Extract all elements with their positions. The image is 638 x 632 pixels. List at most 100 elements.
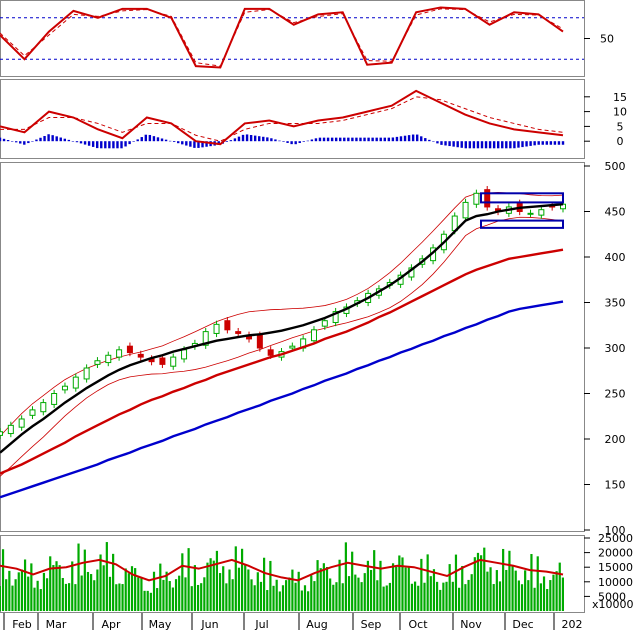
moving-average-line-2 [0,300,564,499]
macd-histogram-bar-14 [55,136,58,142]
price-tick-label-0: 500 [605,160,626,173]
volume-bar-106 [332,584,335,611]
volume-bar-16 [49,556,52,611]
volume-bar-68 [212,560,215,611]
x-tick-label-11: 202 [562,618,583,631]
macd-histogram-bar-10 [39,137,42,142]
resistance-box [480,192,564,204]
volume-bar-155 [486,571,489,611]
volume-bar-114 [357,577,360,611]
macd-histogram-bar-26 [104,141,107,149]
volume-bar-9 [27,576,30,611]
macd-histogram-bar-110 [444,141,447,146]
price-tick-label-3: 350 [605,297,626,310]
macd-histogram-bar-122 [492,141,496,149]
macd-histogram-bar-67 [270,138,273,142]
x-tick-label-4: Jun [200,618,218,631]
macd-histogram-bar-105 [424,138,427,142]
macd-histogram-bar-76 [306,140,310,142]
volume-bar-52 [162,579,165,611]
volume-bar-6 [17,572,20,611]
volume-bar-128 [401,557,404,611]
volume-bar-4 [11,585,14,611]
volume-bar-37 [115,584,118,611]
volume-bar-174 [546,589,549,611]
macd-histogram-bar-17 [67,139,71,142]
macd-histogram-bar-114 [460,141,463,148]
macd-histogram-bar-119 [480,141,484,149]
candle-body-10 [105,354,112,364]
volume-bar-126 [395,566,398,611]
volume-bar-26 [80,575,83,611]
volume-bar-159 [498,581,502,611]
volume-bar-72 [225,583,228,611]
volume-bar-112 [351,551,354,611]
macd-histogram-bar-69 [278,140,281,142]
volume-bar-153 [480,555,483,611]
volume-bar-53 [165,571,168,611]
volume-bar-81 [253,585,256,611]
candle-body-4 [40,402,47,413]
volume-bar-65 [203,577,206,611]
volume-bar-137 [429,576,432,611]
x-tick-label-2: Apr [101,618,121,631]
macd-histogram-bar-74 [298,141,301,144]
volume-bar-141 [442,582,445,611]
volume-bar-84 [263,557,266,611]
candle-body-9 [94,360,101,365]
x-tick-label-1: Mar [46,618,67,631]
volume-bar-24 [74,584,77,611]
volume-bar-164 [514,570,517,611]
candle-body-17 [181,349,188,360]
volume-bar-1 [1,549,5,611]
volume-bar-86 [269,560,272,611]
volume-bar-170 [533,587,536,611]
volume-bar-158 [495,570,498,611]
volume-bar-148 [464,584,467,611]
candle-body-12 [126,345,133,354]
volume-bar-129 [404,567,407,611]
volume-bar-50 [156,588,159,611]
volume-tick-label-3: 10000 [598,576,633,589]
macd-histogram-bar-44 [177,141,180,144]
candle-body-11 [116,349,123,358]
macd-histogram-bar-73 [294,141,297,145]
candle-body-30 [321,320,328,327]
price-tick-label-8: 100 [605,524,626,537]
macd-histogram-bar-37 [148,134,152,142]
macd-histogram-bar-32 [128,141,131,145]
volume-bar-134 [420,558,423,611]
macd-tick-label-2: 5 [617,120,624,133]
candle-body-5 [51,393,58,405]
volume-bar-176 [552,574,555,611]
candle-body-20 [213,323,220,334]
macd-histogram-bar-34 [136,139,139,142]
macd-histogram-bar-42 [168,140,172,142]
volume-bar-89 [278,591,281,611]
macd-histogram-bar-27 [108,141,111,149]
candle-body-16 [170,356,177,367]
bollinger-lower-band [0,216,564,477]
macd-histogram-bar-2 [6,139,10,142]
macd-histogram-bar-131 [529,141,532,146]
volume-bar-28 [86,571,90,611]
macd-histogram-bar-85 [343,137,346,142]
macd-histogram-bar-75 [302,141,305,142]
macd-histogram-bar-123 [496,141,500,149]
volume-bar-162 [508,550,511,611]
volume-bar-58 [181,553,184,611]
candle-body-13 [137,353,144,358]
macd-histogram-bar-124 [501,141,504,149]
macd-histogram-bar-62 [249,135,253,142]
volume-bar-20 [61,577,64,611]
volume-bar-177 [555,571,558,611]
macd-histogram-bar-134 [541,141,544,145]
macd-histogram-bar-71 [286,141,289,143]
volume-bar-79 [247,569,250,611]
volume-bar-87 [272,585,275,611]
macd-histogram-bar-66 [266,137,269,142]
volume-tick-label-4: 5000 [598,590,626,603]
volume-bar-111 [347,576,351,611]
macd-histogram-bar-79 [318,137,322,142]
volume-bar-17 [52,565,55,611]
